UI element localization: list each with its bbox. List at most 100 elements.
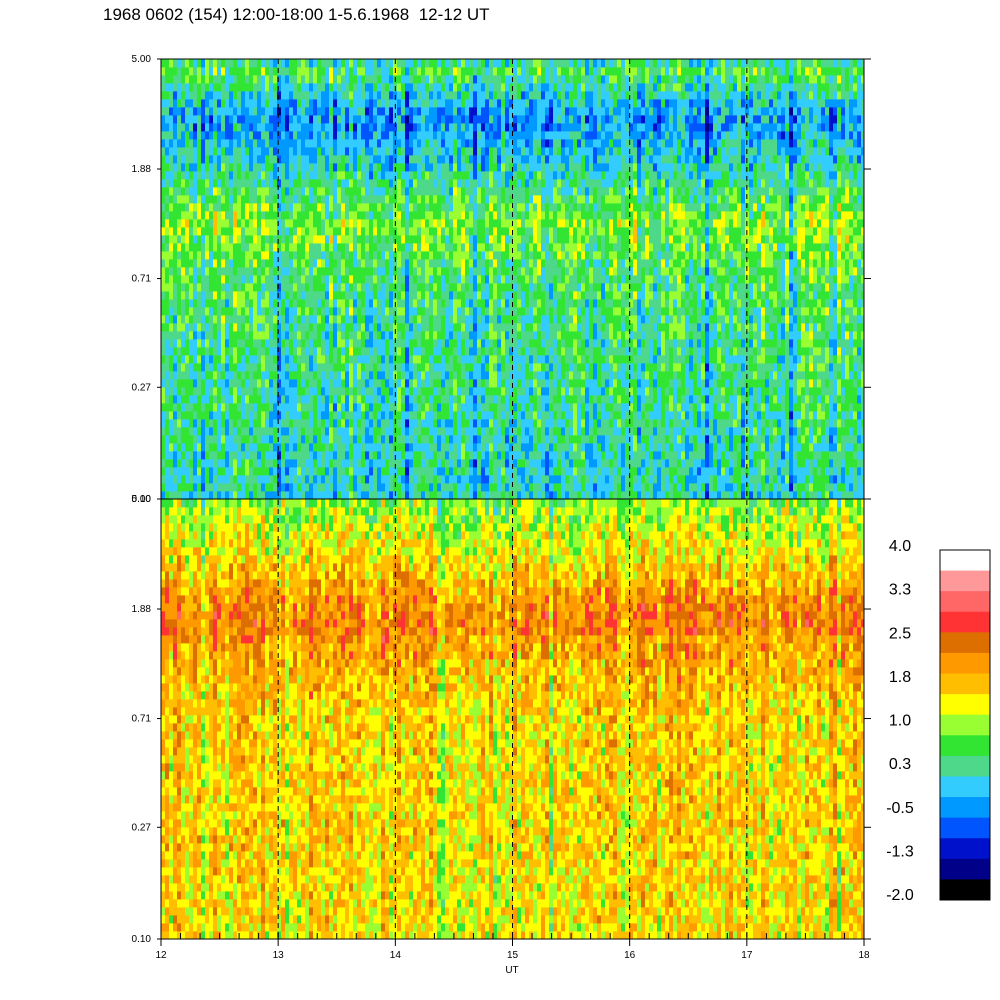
spectrogram-cell [513, 347, 518, 356]
spectrogram-cell [377, 443, 382, 452]
spectrogram-cell [209, 291, 214, 300]
spectrogram-cell [741, 459, 746, 468]
spectrogram-cell [485, 435, 490, 444]
spectrogram-cell [825, 371, 830, 380]
spectrogram-cell [741, 339, 746, 348]
spectrogram-cell [537, 355, 542, 364]
spectrogram-cell [673, 315, 678, 324]
spectrogram-cell [533, 475, 538, 484]
spectrogram-cell [369, 443, 374, 452]
spectrogram-cell [633, 339, 638, 348]
spectrogram-cell [265, 331, 270, 340]
spectrogram-cell [805, 331, 810, 340]
spectrogram-cell [521, 283, 526, 292]
spectrogram-cell [597, 299, 602, 308]
spectrogram-cell [641, 291, 646, 300]
spectrogram-cell [241, 331, 246, 340]
spectrogram-cell [293, 403, 298, 412]
spectrogram-cell [533, 411, 538, 420]
spectrogram-cell [205, 483, 210, 492]
spectrogram-cell [497, 419, 502, 428]
spectrogram-cell [501, 307, 506, 316]
spectrogram-cell [545, 355, 550, 364]
spectrogram-cell [553, 411, 558, 420]
spectrogram-cell [173, 275, 178, 284]
spectrogram-cell [469, 435, 474, 444]
spectrogram-cell [777, 323, 782, 332]
spectrogram-cell [321, 371, 326, 380]
spectrogram-cell [425, 363, 430, 372]
spectrogram-cell [501, 371, 506, 380]
spectrogram-cell [677, 435, 682, 444]
spectrogram-cell [661, 483, 666, 492]
spectrogram-cell [545, 459, 550, 468]
spectrogram-cell [169, 419, 174, 428]
spectrogram-cell [397, 443, 402, 452]
spectrogram-cell [373, 267, 378, 276]
spectrogram-cell [453, 283, 458, 292]
spectrogram-cell [649, 387, 654, 396]
spectrogram-cell [353, 331, 358, 340]
spectrogram-cell [797, 435, 802, 444]
spectrogram-cell [241, 483, 246, 492]
spectrogram-cell [217, 267, 222, 276]
spectrogram-cell [809, 467, 814, 476]
spectrogram-cell [333, 459, 338, 468]
spectrogram-cell [277, 323, 282, 332]
spectrogram-cell [429, 371, 434, 380]
spectrogram-cell [197, 275, 202, 284]
spectrogram-cell [773, 363, 778, 372]
spectrogram-cell [529, 411, 534, 420]
spectrogram-cell [329, 403, 334, 412]
spectrogram-cell [361, 315, 366, 324]
spectrogram-cell [237, 275, 242, 284]
spectrogram-cell [385, 363, 390, 372]
spectrogram-cell [293, 339, 298, 348]
spectrogram-cell [221, 411, 226, 420]
spectrogram-cell [733, 475, 738, 484]
spectrogram-cell [529, 475, 534, 484]
spectrogram-cell [685, 443, 690, 452]
spectrogram-cell [769, 459, 774, 468]
spectrogram-cell [185, 387, 190, 396]
spectrogram-cell [341, 483, 346, 492]
spectrogram-cell [517, 275, 522, 284]
spectrogram-cell [325, 339, 330, 348]
spectrogram-cell [633, 491, 638, 499]
spectrogram-cell [469, 355, 474, 364]
spectrogram-cell [457, 403, 462, 412]
spectrogram-cell [449, 355, 454, 364]
spectrogram-cell [849, 299, 854, 308]
spectrogram-cell [181, 427, 186, 436]
spectrogram-cell [593, 339, 598, 348]
spectrogram-cell [617, 451, 622, 460]
spectrogram-cell [385, 331, 390, 340]
spectrogram-cell [473, 483, 478, 492]
spectrogram-cell [285, 411, 290, 420]
spectrogram-cell [373, 347, 378, 356]
spectrogram-cell [561, 387, 566, 396]
spectrogram-cell [757, 315, 762, 324]
spectrogram-cell [353, 283, 358, 292]
spectrogram-cell [533, 355, 538, 364]
spectrogram-cell [209, 467, 214, 476]
spectrogram-cell [497, 491, 502, 499]
spectrogram-cell [521, 395, 526, 404]
spectrogram-cell [297, 283, 302, 292]
spectrogram-cell [209, 355, 214, 364]
spectrogram-cell [313, 331, 318, 340]
spectrogram-cell [409, 451, 414, 460]
spectrogram-cell [781, 355, 786, 364]
spectrogram-cell [825, 491, 830, 499]
spectrogram-cell [277, 475, 282, 484]
spectrogram-cell [673, 299, 678, 308]
spectrogram-cell [409, 299, 414, 308]
spectrogram-cell [269, 491, 274, 499]
spectrogram-cell [741, 299, 746, 308]
spectrogram-cell [729, 451, 734, 460]
spectrogram-cell [465, 339, 470, 348]
spectrogram-cell [845, 419, 850, 428]
spectrogram-cell [273, 299, 278, 308]
spectrogram-cell [433, 403, 438, 412]
spectrogram-cell [697, 323, 702, 332]
